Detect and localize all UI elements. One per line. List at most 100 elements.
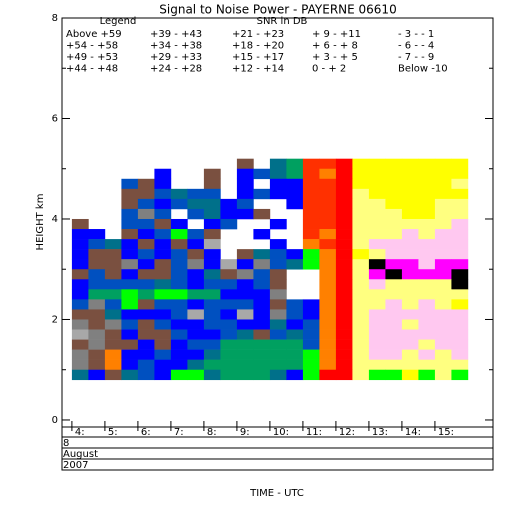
heatmap-cell <box>154 229 172 240</box>
x-tick-label: 10: <box>273 427 289 438</box>
heatmap-cell <box>385 329 403 340</box>
heatmap-cell <box>286 339 304 350</box>
heatmap-cell <box>187 339 205 350</box>
heatmap-cell <box>121 208 139 220</box>
heatmap-cell <box>385 309 403 320</box>
heatmap-cell <box>319 229 337 240</box>
heatmap-cell <box>335 359 353 371</box>
heatmap-cell <box>401 158 419 170</box>
heatmap-cell <box>170 309 188 320</box>
heatmap-cell <box>352 158 370 170</box>
heatmap-cell <box>137 208 155 220</box>
heatmap-cell <box>154 369 172 381</box>
chart-title: Signal to Noise Power - PAYERNE 06610 <box>159 3 396 17</box>
heatmap-cell <box>418 158 436 170</box>
heatmap-cell <box>236 178 254 190</box>
heatmap-cell <box>418 269 436 280</box>
heatmap-cell <box>286 299 304 310</box>
heatmap-cell <box>368 178 386 190</box>
heatmap-cell <box>154 359 172 371</box>
heatmap-cell <box>418 319 436 330</box>
heatmap-cell <box>88 309 106 320</box>
heatmap-cell <box>71 239 89 250</box>
heatmap-cell <box>401 178 419 190</box>
heatmap-cell <box>121 339 139 350</box>
heatmap-cell <box>302 259 320 270</box>
x-tick-label: 6: <box>141 427 151 438</box>
heatmap-cell <box>352 289 370 300</box>
heatmap-cell <box>352 299 370 310</box>
heatmap-cell <box>451 158 469 170</box>
heatmap-cell <box>319 319 337 330</box>
heatmap-cell <box>368 259 386 270</box>
heatmap-cell <box>154 218 172 230</box>
heatmap-cell <box>220 339 238 350</box>
heatmap-cell <box>418 369 436 381</box>
heatmap-cell <box>385 339 403 350</box>
heatmap-cell <box>203 309 221 320</box>
x-tick-label: 5: <box>108 427 118 438</box>
heatmap-cell <box>302 249 320 260</box>
x-tick-label: 11: <box>306 427 322 438</box>
heatmap-cell <box>170 289 188 300</box>
heatmap-cell <box>451 178 469 190</box>
heatmap-cell <box>203 229 221 240</box>
heatmap-cell <box>253 269 271 280</box>
heatmap-cell <box>170 239 188 250</box>
heatmap-cell <box>401 249 419 260</box>
heatmap-cell <box>121 279 139 290</box>
heatmap-cell <box>121 178 139 190</box>
heatmap-cell <box>434 309 452 320</box>
heatmap-cell <box>335 369 353 381</box>
heatmap-cell <box>220 198 238 210</box>
heatmap-cell <box>187 309 205 320</box>
heatmap-cell <box>220 319 238 330</box>
heatmap-cell <box>401 279 419 290</box>
heatmap-cell <box>187 269 205 280</box>
heatmap-cell <box>71 259 89 270</box>
heatmap-cell <box>319 289 337 300</box>
heatmap-cell <box>154 329 172 340</box>
heatmap-cell <box>451 188 469 200</box>
heatmap-cell <box>253 259 271 270</box>
heatmap-cell <box>385 208 403 220</box>
x-axis-label: TIME - UTC <box>249 488 304 499</box>
heatmap-cell <box>368 198 386 210</box>
heatmap-cell <box>187 279 205 290</box>
heatmap-cell <box>137 239 155 250</box>
heatmap-cell <box>253 309 271 320</box>
heatmap-cell <box>335 168 353 180</box>
heatmap-cell <box>368 369 386 381</box>
legend-entry: +34 - +38 <box>150 41 202 52</box>
heatmap-cell <box>401 229 419 240</box>
heatmap-cell <box>203 329 221 340</box>
heatmap-cell <box>170 349 188 360</box>
heatmap-cell <box>434 259 452 270</box>
heatmap-cell <box>269 249 287 260</box>
heatmap-cell <box>187 319 205 330</box>
heatmap-cell <box>401 369 419 381</box>
heatmap-cell <box>253 208 271 220</box>
heatmap-cell <box>368 319 386 330</box>
heatmap-cell <box>368 329 386 340</box>
heatmap-cell <box>203 339 221 350</box>
legend-entry: +24 - +28 <box>150 64 202 75</box>
heatmap-cell <box>286 369 304 381</box>
heatmap-cell <box>451 329 469 340</box>
heatmap-cell <box>418 339 436 350</box>
heatmap-cell <box>434 208 452 220</box>
heatmap-cell <box>253 249 271 260</box>
heatmap-cell <box>236 259 254 270</box>
heatmap-cell <box>368 309 386 320</box>
heatmap-cell <box>302 229 320 240</box>
heatmap-cell <box>170 249 188 260</box>
heatmap-cell <box>137 229 155 240</box>
heatmap-cell <box>335 178 353 190</box>
heatmap-cell <box>319 158 337 170</box>
heatmap-cell <box>418 168 436 180</box>
heatmap-cell <box>286 259 304 270</box>
heatmap-cell <box>451 229 469 240</box>
heatmap-cell <box>451 309 469 320</box>
heatmap-cell <box>137 289 155 300</box>
heatmap-cell <box>137 218 155 230</box>
